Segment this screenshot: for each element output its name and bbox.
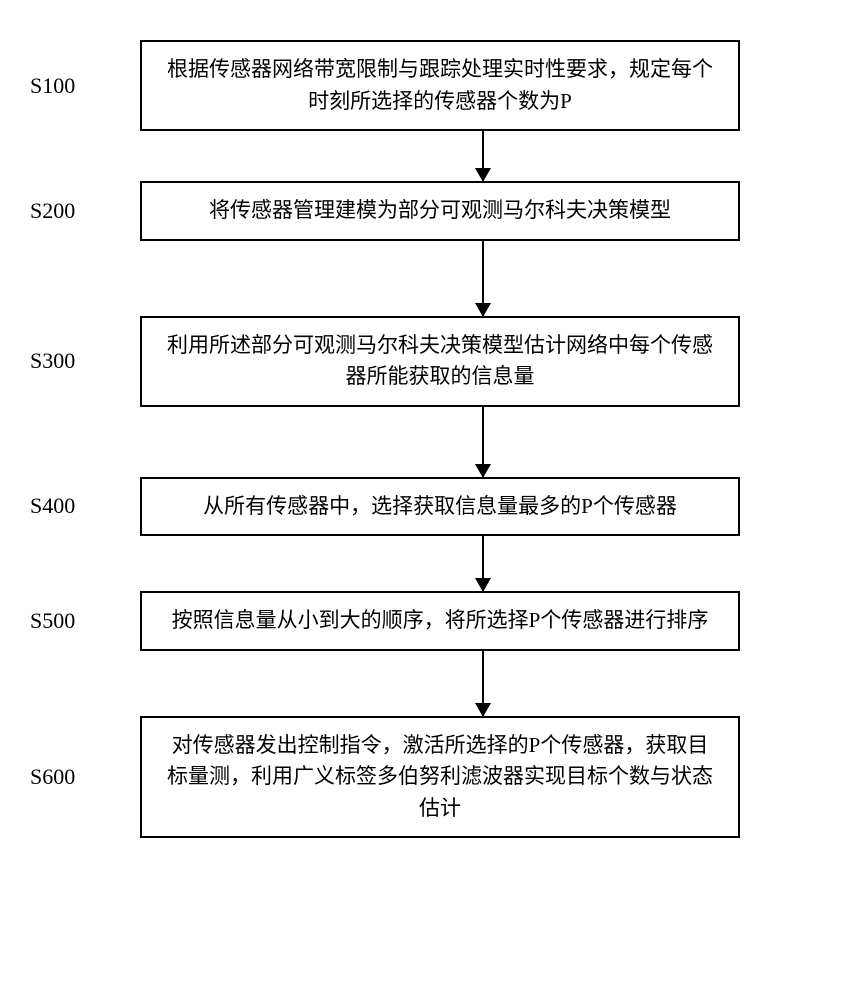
flowchart-container: S100 根据传感器网络带宽限制与跟踪处理实时性要求，规定每个时刻所选择的传感器…	[20, 40, 825, 838]
arrow-container	[20, 131, 825, 181]
flow-step: S500 按照信息量从小到大的顺序，将所选择P个传感器进行排序	[20, 591, 825, 651]
flow-step: S600 对传感器发出控制指令，激活所选择的P个传感器，获取目标量测，利用广义标…	[20, 716, 825, 839]
flow-step: S200 将传感器管理建模为部分可观测马尔科夫决策模型	[20, 181, 825, 241]
arrow-container	[20, 407, 825, 477]
step-box: 从所有传感器中，选择获取信息量最多的P个传感器	[140, 477, 740, 537]
step-box: 利用所述部分可观测马尔科夫决策模型估计网络中每个传感器所能获取的信息量	[140, 316, 740, 407]
arrow-icon	[482, 241, 484, 316]
arrow-icon	[482, 131, 484, 181]
arrow-icon	[482, 536, 484, 591]
arrow-container	[20, 651, 825, 716]
step-box: 按照信息量从小到大的顺序，将所选择P个传感器进行排序	[140, 591, 740, 651]
arrow-container	[20, 536, 825, 591]
step-box: 根据传感器网络带宽限制与跟踪处理实时性要求，规定每个时刻所选择的传感器个数为P	[140, 40, 740, 131]
step-label: S100	[20, 73, 140, 99]
step-box: 对传感器发出控制指令，激活所选择的P个传感器，获取目标量测，利用广义标签多伯努利…	[140, 716, 740, 839]
arrow-icon	[482, 407, 484, 477]
step-label: S500	[20, 608, 140, 634]
step-label: S200	[20, 198, 140, 224]
arrow-container	[20, 241, 825, 316]
step-label: S300	[20, 348, 140, 374]
step-label: S400	[20, 493, 140, 519]
arrow-icon	[482, 651, 484, 716]
step-box: 将传感器管理建模为部分可观测马尔科夫决策模型	[140, 181, 740, 241]
flow-step: S100 根据传感器网络带宽限制与跟踪处理实时性要求，规定每个时刻所选择的传感器…	[20, 40, 825, 131]
step-label: S600	[20, 764, 140, 790]
flow-step: S300 利用所述部分可观测马尔科夫决策模型估计网络中每个传感器所能获取的信息量	[20, 316, 825, 407]
flow-step: S400 从所有传感器中，选择获取信息量最多的P个传感器	[20, 477, 825, 537]
